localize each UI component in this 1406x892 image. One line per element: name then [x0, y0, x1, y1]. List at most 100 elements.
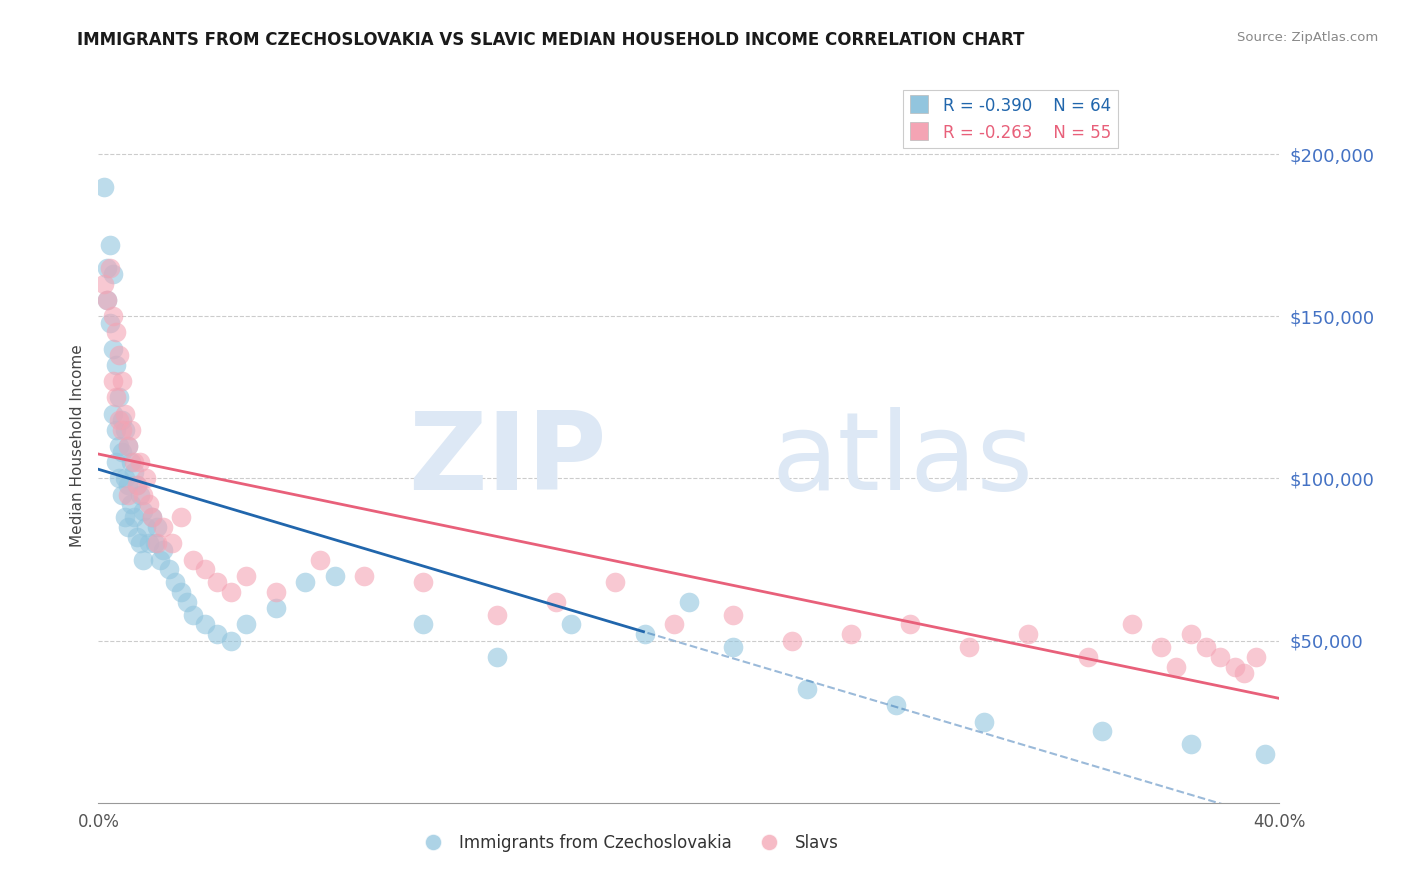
- Point: [117, 478, 139, 492]
- Point: [135, 471, 157, 485]
- Point: [117, 439, 139, 453]
- Point: [235, 617, 257, 632]
- Point: [884, 698, 907, 713]
- Point: [353, 568, 375, 582]
- Point: [122, 465, 145, 479]
- Point: [235, 568, 257, 582]
- Point: [138, 497, 160, 511]
- Point: [170, 585, 193, 599]
- Point: [221, 585, 243, 599]
- Point: [723, 640, 745, 654]
- Point: [105, 358, 128, 372]
- Point: [114, 423, 136, 437]
- Point: [323, 568, 346, 582]
- Point: [1233, 666, 1256, 681]
- Point: [117, 488, 139, 502]
- Point: [146, 536, 169, 550]
- Point: [723, 607, 745, 622]
- Point: [96, 260, 118, 275]
- Point: [98, 238, 121, 252]
- Point: [1018, 627, 1040, 641]
- Point: [108, 413, 131, 427]
- Point: [98, 260, 121, 275]
- Point: [125, 478, 148, 492]
- Point: [141, 510, 163, 524]
- Point: [114, 471, 136, 485]
- Y-axis label: Median Household Income: Median Household Income: [69, 344, 84, 548]
- Point: [132, 488, 155, 502]
- Point: [959, 640, 981, 654]
- Point: [205, 627, 228, 641]
- Point: [96, 293, 118, 307]
- Point: [114, 407, 136, 421]
- Point: [96, 293, 118, 307]
- Text: IMMIGRANTS FROM CZECHOSLOVAKIA VS SLAVIC MEDIAN HOUSEHOLD INCOME CORRELATION CHA: IMMIGRANTS FROM CZECHOSLOVAKIA VS SLAVIC…: [77, 31, 1025, 49]
- Point: [841, 627, 863, 641]
- Point: [264, 601, 287, 615]
- Point: [135, 520, 157, 534]
- Point: [294, 575, 316, 590]
- Point: [181, 552, 204, 566]
- Point: [108, 348, 131, 362]
- Point: [143, 536, 166, 550]
- Point: [108, 390, 131, 404]
- Point: [108, 471, 131, 485]
- Point: [782, 633, 804, 648]
- Point: [146, 520, 169, 534]
- Point: [117, 439, 139, 453]
- Point: [1195, 640, 1218, 654]
- Point: [412, 617, 434, 632]
- Point: [205, 575, 228, 590]
- Point: [103, 342, 125, 356]
- Point: [221, 633, 243, 648]
- Point: [176, 595, 198, 609]
- Point: [546, 595, 568, 609]
- Point: [105, 423, 128, 437]
- Point: [125, 478, 148, 492]
- Point: [138, 536, 160, 550]
- Point: [486, 607, 509, 622]
- Text: ZIP: ZIP: [408, 408, 606, 513]
- Point: [111, 488, 134, 502]
- Point: [560, 617, 582, 632]
- Point: [114, 510, 136, 524]
- Point: [1180, 738, 1202, 752]
- Point: [1166, 659, 1188, 673]
- Point: [309, 552, 332, 566]
- Point: [181, 607, 204, 622]
- Point: [1209, 649, 1232, 664]
- Point: [103, 310, 125, 324]
- Point: [120, 455, 142, 469]
- Point: [152, 542, 174, 557]
- Point: [103, 374, 125, 388]
- Point: [117, 520, 139, 534]
- Point: [111, 374, 134, 388]
- Point: [128, 536, 150, 550]
- Point: [264, 585, 287, 599]
- Point: [120, 423, 142, 437]
- Point: [105, 326, 128, 340]
- Point: [103, 407, 125, 421]
- Text: Source: ZipAtlas.com: Source: ZipAtlas.com: [1237, 31, 1378, 45]
- Point: [678, 595, 700, 609]
- Point: [1150, 640, 1173, 654]
- Point: [170, 510, 193, 524]
- Point: [105, 455, 128, 469]
- Point: [98, 316, 121, 330]
- Point: [132, 504, 155, 518]
- Point: [165, 575, 187, 590]
- Point: [149, 552, 172, 566]
- Point: [152, 520, 174, 534]
- Point: [1077, 649, 1099, 664]
- Point: [120, 497, 142, 511]
- Point: [132, 552, 155, 566]
- Point: [1225, 659, 1247, 673]
- Point: [162, 536, 183, 550]
- Point: [1254, 747, 1277, 761]
- Point: [605, 575, 627, 590]
- Point: [1121, 617, 1143, 632]
- Point: [103, 267, 125, 281]
- Point: [108, 439, 131, 453]
- Point: [122, 510, 145, 524]
- Point: [412, 575, 434, 590]
